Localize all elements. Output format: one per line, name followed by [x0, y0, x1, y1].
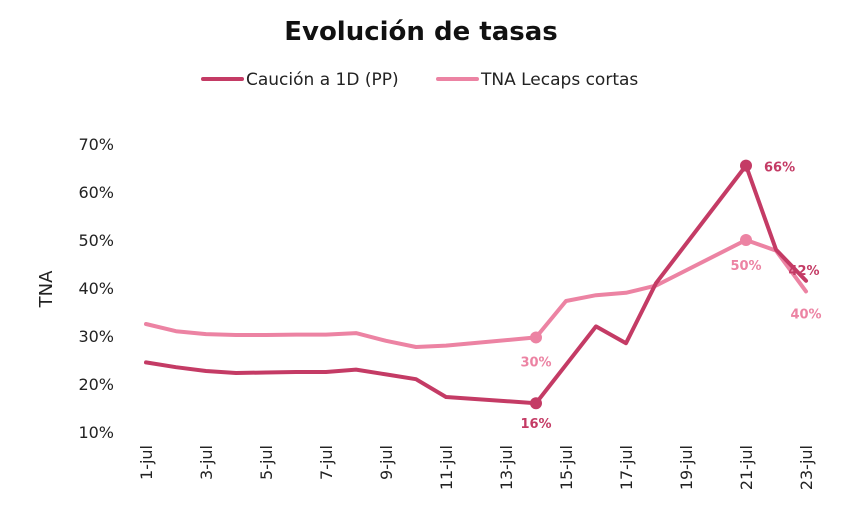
data-labels: 16% 66% 42% 30% 50% 40% — [520, 161, 821, 433]
x-axis-ticks: 1-jul 3-jul 5-jul 7-jul 9-jul 11-jul 13-jul 15-… — [137, 445, 816, 490]
x-tick-label: 23-jul — [797, 445, 816, 490]
x-tick-label: 7-jul — [317, 445, 336, 480]
data-label: 42% — [788, 264, 819, 279]
series-lines — [144, 163, 808, 406]
y-axis-label: TNA — [36, 270, 57, 308]
y-tick-label: 70% — [78, 135, 114, 154]
x-tick-label: 9-jul — [377, 445, 396, 480]
data-marker — [740, 159, 752, 172]
y-tick-label: 10% — [78, 423, 114, 442]
y-tick-label: 20% — [78, 375, 114, 394]
series-line-caucion — [144, 163, 808, 406]
y-tick-label: 40% — [78, 279, 114, 298]
x-tick-label: 13-jul — [497, 445, 516, 490]
x-tick-label: 21-jul — [737, 445, 756, 490]
data-label: 50% — [730, 259, 761, 274]
data-marker — [740, 234, 752, 246]
x-tick-label: 19-jul — [677, 445, 696, 490]
legend-label-caucion: Caución a 1D (PP) — [246, 70, 399, 90]
data-marker — [530, 397, 542, 410]
data-label: 66% — [764, 161, 795, 176]
x-tick-label: 11-jul — [437, 445, 456, 490]
series-line-lecaps — [144, 238, 808, 349]
data-label: 16% — [520, 417, 551, 432]
data-markers — [530, 159, 752, 410]
x-tick-label: 15-jul — [557, 445, 576, 490]
y-tick-label: 30% — [78, 327, 114, 346]
y-tick-label: 50% — [78, 231, 114, 250]
x-tick-label: 5-jul — [257, 445, 276, 480]
data-label: 40% — [790, 307, 821, 322]
x-tick-label: 17-jul — [617, 445, 636, 490]
chart-title: Evolución de tasas — [284, 17, 558, 47]
x-tick-label: 1-jul — [137, 445, 156, 480]
x-tick-label: 3-jul — [197, 445, 216, 480]
data-marker — [530, 331, 542, 344]
legend: Caución a 1D (PP) TNA Lecaps cortas — [201, 70, 638, 90]
data-label: 30% — [520, 355, 551, 370]
legend-label-lecaps: TNA Lecaps cortas — [480, 70, 638, 90]
y-tick-label: 60% — [78, 183, 114, 202]
y-axis-ticks: 10% 20% 30% 40% 50% 60% 70% — [78, 135, 114, 442]
